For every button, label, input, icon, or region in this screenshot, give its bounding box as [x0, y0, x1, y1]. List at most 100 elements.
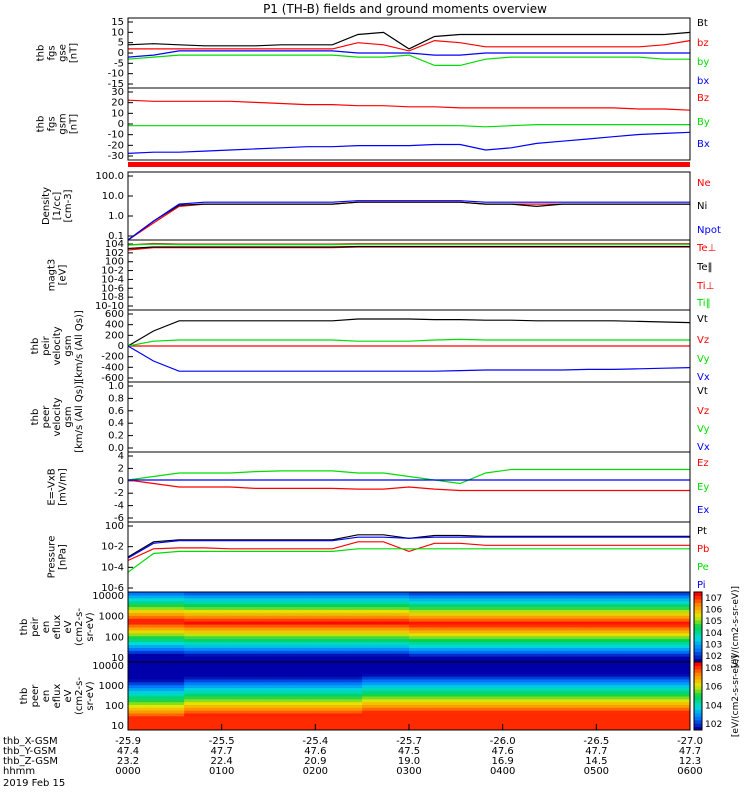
spectrogram-cell — [643, 679, 654, 683]
spectrogram-cell — [465, 650, 476, 654]
spectrogram-cell — [624, 612, 635, 616]
spectrogram-cell — [343, 659, 354, 663]
spectrogram-cell — [427, 724, 438, 728]
spectrogram-cell — [193, 704, 204, 708]
time-label: 0400 — [490, 766, 515, 777]
spectrogram-cell — [240, 632, 251, 637]
spectrogram-cell — [352, 653, 363, 657]
spectrogram-cell — [530, 670, 541, 674]
spectrogram-cell — [324, 624, 335, 628]
spectrogram-cell — [558, 621, 569, 625]
spectrogram-cell — [287, 592, 298, 596]
y-axis-label: en — [41, 621, 52, 634]
spectrogram-cell — [193, 670, 204, 674]
spectrogram-cell — [212, 662, 223, 666]
spectrogram-cell — [596, 621, 607, 625]
spectrogram-cell — [380, 670, 391, 674]
spectrogram-cell — [624, 724, 635, 728]
spectrogram-cell — [530, 679, 541, 683]
spectrogram-cell — [577, 653, 588, 657]
spectrogram-cell — [146, 618, 157, 622]
spectrogram-cell — [605, 693, 616, 697]
spectrogram-cell — [334, 676, 344, 680]
spectrogram-cell — [193, 698, 204, 703]
spectrogram-cell — [615, 690, 625, 694]
spectrogram-cell — [324, 676, 335, 680]
spectrogram-cell — [343, 653, 354, 657]
spectrogram-cell — [268, 615, 279, 619]
spectrogram-cell — [240, 713, 251, 717]
spectrogram-cell — [568, 624, 579, 628]
spectrogram-cell — [455, 673, 466, 677]
spectrogram-cell — [231, 687, 241, 691]
spectrogram-cell — [249, 684, 260, 688]
spectrogram-cell — [633, 662, 644, 666]
colorbar-cell — [694, 679, 702, 683]
spectrogram-cell — [184, 707, 195, 711]
spectrogram-cell — [371, 609, 382, 613]
spectrogram-cell — [568, 592, 579, 596]
spectrogram-cell — [633, 627, 644, 631]
spectrogram-cell — [202, 618, 213, 622]
spectrogram-cell — [277, 707, 288, 711]
spectrogram-cell — [165, 679, 176, 683]
spectrogram-cell — [437, 670, 447, 674]
spectrogram-cell — [409, 707, 419, 711]
spectrogram-cell — [671, 627, 682, 631]
y-axis-label: eV — [63, 620, 74, 633]
spectrogram-cell — [624, 667, 635, 671]
spectrogram-cell — [568, 597, 579, 602]
spectrogram-cell — [231, 632, 241, 637]
spectrogram-cell — [352, 624, 363, 628]
spectrogram-cell — [512, 724, 522, 728]
spectrogram-cell — [465, 727, 476, 731]
spectrogram-cell — [212, 592, 223, 596]
spectrogram-cell — [128, 690, 138, 694]
spectrogram-cell — [277, 713, 288, 717]
spectrogram-cell — [165, 644, 176, 648]
spectrogram-cell — [202, 624, 213, 628]
spectrogram-cell — [240, 698, 251, 703]
spectrogram-cell — [661, 707, 672, 711]
spectrogram-cell — [502, 698, 513, 703]
spectrogram-cell — [493, 713, 504, 717]
spectrogram-cell — [287, 641, 298, 645]
spectrogram-cell — [652, 627, 663, 631]
spectrogram-cell — [596, 641, 607, 645]
spectrogram-cell — [409, 698, 419, 703]
spectrogram-cell — [652, 670, 663, 674]
y-axis-label: fgs — [47, 45, 58, 60]
spectrogram-cell — [156, 676, 166, 680]
spectrogram-cell — [633, 721, 644, 725]
spectrogram-cell — [577, 713, 588, 717]
spectrogram-cell — [624, 693, 635, 697]
spectrogram-cell — [305, 693, 316, 697]
spectrogram-cell — [540, 664, 550, 669]
spectrogram-cell — [483, 621, 494, 625]
spectrogram-cell — [390, 721, 401, 725]
spectrogram-cell — [596, 653, 607, 657]
spectrogram-cell — [549, 693, 560, 697]
spectrogram-cell — [502, 612, 513, 616]
spectrogram-cell — [287, 662, 298, 666]
spectrogram-cell — [437, 664, 447, 669]
spectrogram-cell — [380, 687, 391, 691]
spectrogram-cell — [652, 710, 663, 714]
spectrogram-cell — [380, 693, 391, 697]
legend-entry: Te‖ — [696, 262, 713, 273]
spectrogram-cell — [512, 594, 522, 599]
spectrogram-cell — [259, 592, 269, 596]
spectrogram-cell — [193, 635, 204, 640]
spectrogram-cell — [202, 641, 213, 645]
spectrogram-cell — [334, 647, 344, 651]
spectrogram-cell — [268, 627, 279, 631]
spectrogram-cell — [409, 690, 419, 694]
spectrogram-cell — [259, 653, 269, 657]
series-line — [127, 201, 690, 241]
spectrogram-cell — [390, 618, 401, 622]
spectrogram-cell — [427, 656, 438, 660]
spectrogram-cell — [202, 638, 213, 643]
spectrogram-cell — [174, 687, 185, 691]
spectrogram-cell — [596, 600, 607, 605]
spectrogram-cell — [371, 710, 382, 714]
